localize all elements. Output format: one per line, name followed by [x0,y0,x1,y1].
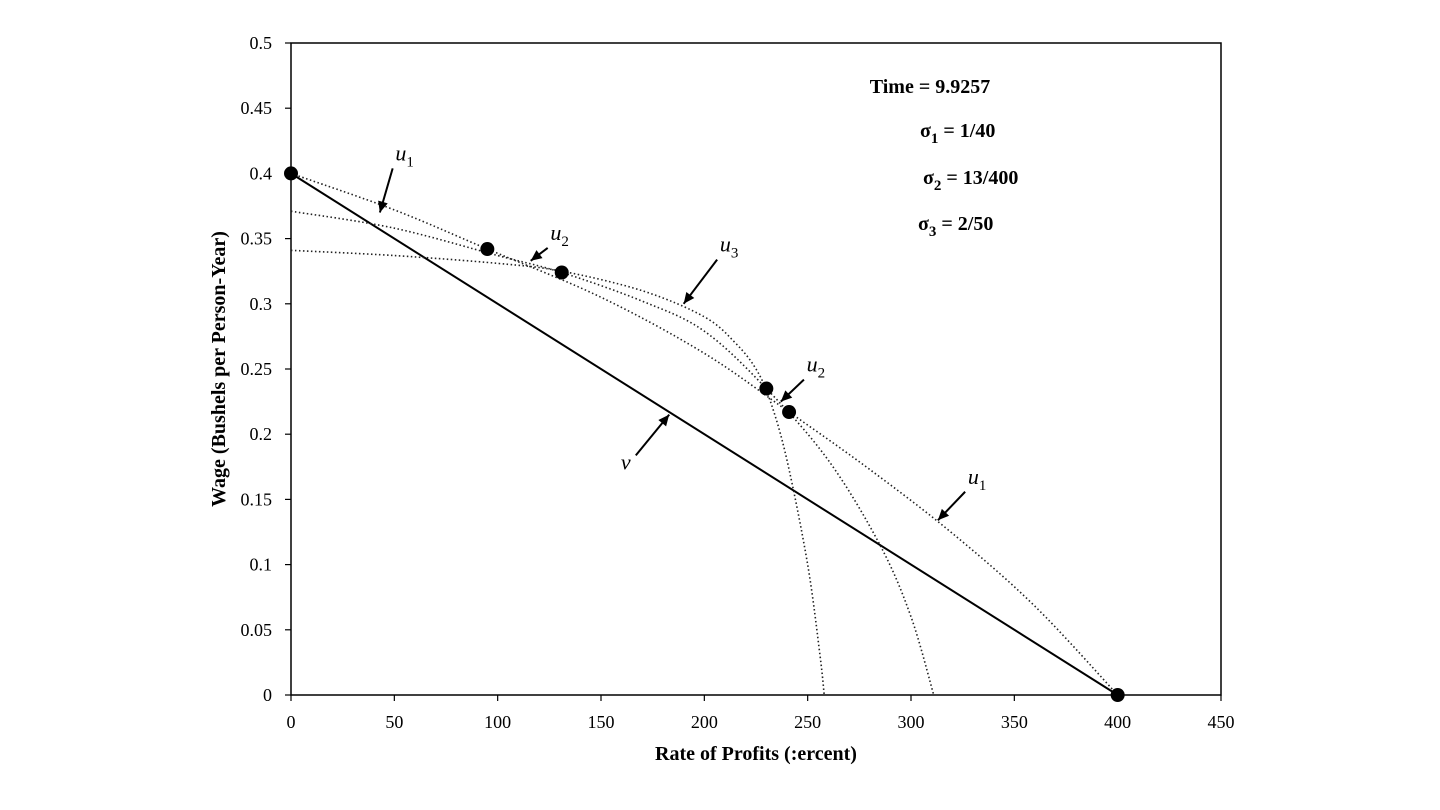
curve-label-u2: u2 [807,352,826,382]
y-axis-title: Wage (Bushels per Person-Year) [208,231,230,507]
sigma-annotations: σ1 = 1/40 σ2 = 13/400 σ3 = 2/50 [918,120,1018,240]
arrow-head [683,292,695,304]
x-axis-title: Rate of Profits (:ercent) [655,743,857,765]
curve-label-u2: u2 [550,220,569,250]
data-point [1110,688,1125,702]
series-layer [290,172,1119,696]
data-point [759,381,774,396]
y-tick-label: 0.45 [241,98,273,118]
series-u3-line [290,249,825,696]
curve-label-u1: u1 [968,464,987,494]
series-u2-line [290,210,935,696]
x-tick-label: 100 [484,712,511,732]
y-tick-label: 0.5 [250,33,273,53]
arrow-head [780,390,793,402]
x-tick-label: 450 [1208,712,1235,732]
time-annotation: Time = 9.9257 [870,76,990,98]
curve-label-v: v [621,449,631,474]
y-tick-label: 0.05 [241,620,273,640]
data-point [782,405,797,420]
y-tick-label: 0.1 [250,555,273,575]
y-tick-label: 0 [263,685,272,705]
y-tick-label: 0.15 [241,489,273,509]
curve-label-u1: u1 [395,140,414,170]
y-tick-label: 0.3 [250,294,273,314]
x-tick-label: 400 [1104,712,1131,732]
sigma-1-annotation: σ1 = 1/40 [920,120,995,147]
sigma-3-annotation: σ3 = 2/50 [918,213,993,240]
sigma-2-annotation: σ2 = 13/400 [923,167,1018,194]
y-tick-label: 0.25 [241,359,273,379]
arrow-head [937,508,950,521]
x-tick-label: 150 [588,712,615,732]
y-tick-label: 0.2 [250,424,273,444]
x-tick-label: 0 [287,712,296,732]
x-tick-label: 300 [898,712,925,732]
curve-label-u3: u3 [720,232,739,262]
data-point [480,242,495,257]
series-u1-line [290,172,1119,696]
arrow-head [530,250,543,261]
ticks: 0 50 100 150 200 250 300 350 400 450 0 0.05 0.1 0.15 0… [241,33,1235,732]
series-v-line [290,172,1119,696]
arrow-head [658,414,670,427]
data-point [554,265,569,280]
curve-labels: u1 u2 u3 u2 u1 v [378,140,987,521]
x-tick-label: 350 [1001,712,1028,732]
y-tick-label: 0.35 [241,229,273,249]
data-point [284,166,298,181]
x-tick-label: 50 [385,712,403,732]
x-tick-label: 200 [691,712,718,732]
x-tick-label: 250 [794,712,821,732]
y-tick-label: 0.4 [250,163,273,183]
arrow-head [378,200,388,213]
points-layer [284,166,1125,702]
